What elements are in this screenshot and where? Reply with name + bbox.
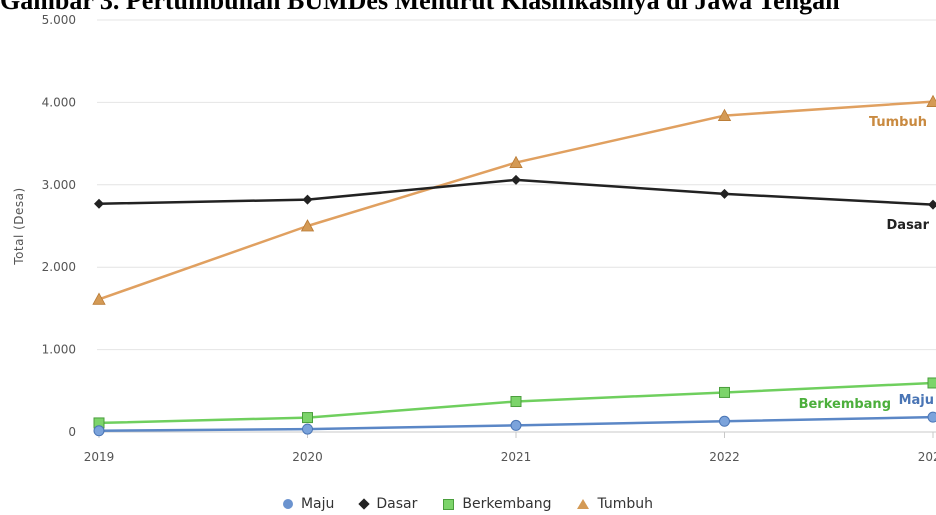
figure-caption: Gambar 3. Pertumbuhan BUMDes Menurut Kla… <box>0 0 840 15</box>
legend-item-berkembang[interactable]: Berkembang <box>443 496 551 512</box>
line-chart: 0 1.000 2.000 3.000 4.000 5.000 2019 2020 2021 20… <box>12 13 936 464</box>
diamond-marker-icon <box>358 498 371 510</box>
series-label-maju: Maju <box>899 393 934 408</box>
legend-label: Dasar <box>376 496 418 512</box>
data-point-berkembang <box>927 377 936 389</box>
data-point-tumbuh <box>926 94 936 107</box>
legend-item-tumbuh[interactable]: Tumbuh <box>577 496 653 512</box>
data-point-tumbuh <box>509 155 523 168</box>
data-point-maju <box>93 425 105 437</box>
data-point-berkembang <box>719 386 730 398</box>
data-point-dasar <box>928 199 936 210</box>
data-point-dasar <box>302 194 313 205</box>
x-tick-label: 2023 <box>918 450 936 464</box>
legend-item-maju[interactable]: Maju <box>282 496 335 512</box>
y-tick-label: 0 <box>68 425 76 439</box>
data-point-maju <box>510 419 522 431</box>
y-tick-label: 3.000 <box>42 178 76 192</box>
x-tick-label: 2022 <box>709 450 740 464</box>
data-point-dasar <box>94 198 104 209</box>
y-axis-title: Total (Desa) <box>12 187 26 265</box>
y-tick-label: 2.000 <box>42 260 76 274</box>
square-marker-icon <box>443 498 455 510</box>
circle-marker-icon <box>282 499 293 509</box>
x-tick-label: 2021 <box>501 450 532 464</box>
legend-label: Maju <box>300 496 335 512</box>
data-point-berkembang <box>510 396 522 408</box>
series-label-berkembang: Berkembang <box>799 397 891 412</box>
data-point-maju <box>927 411 936 423</box>
triangle-marker-icon <box>577 499 590 509</box>
data-point-dasar <box>719 188 730 199</box>
legend-label: Berkembang <box>462 496 552 512</box>
data-point-dasar <box>511 174 521 185</box>
data-point-tumbuh <box>717 108 732 121</box>
data-point-maju <box>719 415 730 427</box>
data-point-berkembang <box>302 412 313 424</box>
legend-item-dasar[interactable]: Dasar <box>358 496 418 512</box>
data-point-tumbuh <box>300 219 315 232</box>
chart-legend: Maju Dasar Berkembang Tumbuh <box>0 496 936 512</box>
series-label-tumbuh: Tumbuh <box>869 115 927 130</box>
y-tick-label: 1.000 <box>42 343 76 357</box>
x-tick-label: 2019 <box>84 450 115 464</box>
legend-label: Tumbuh <box>597 496 654 512</box>
data-point-tumbuh <box>92 292 106 305</box>
data-point-maju <box>302 423 313 435</box>
series-label-dasar: Dasar <box>887 218 930 233</box>
y-tick-label: 4.000 <box>42 95 76 109</box>
x-tick-label: 2020 <box>292 450 323 464</box>
y-tick-label: 5.000 <box>42 13 76 27</box>
